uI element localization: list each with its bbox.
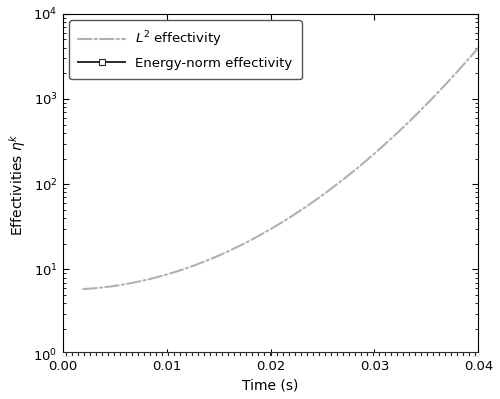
$L^2$ effectivity — [414, 112, 420, 117]
$L^2$ effectivity — [322, 191, 328, 196]
Energy-norm effectivity — [476, 352, 482, 357]
Legend: $L^2$ effectivity, Energy-norm effectivity: $L^2$ effectivity, Energy-norm effectivi… — [69, 20, 302, 79]
$L^2$ effectivity — [316, 196, 322, 200]
Line: $L^2$ effectivity: $L^2$ effectivity — [84, 47, 478, 289]
$L^2$ effectivity — [314, 197, 320, 201]
Energy-norm effectivity — [186, 352, 192, 357]
$L^2$ effectivity — [476, 45, 482, 50]
$L^2$ effectivity — [438, 87, 444, 91]
Energy-norm effectivity — [409, 352, 415, 357]
$L^2$ effectivity — [82, 286, 87, 291]
Y-axis label: Effectivities $\eta^k$: Effectivities $\eta^k$ — [7, 133, 28, 236]
$L^2$ effectivity — [80, 287, 86, 292]
Line: Energy-norm effectivity: Energy-norm effectivity — [60, 352, 482, 358]
Energy-norm effectivity — [60, 352, 66, 357]
Energy-norm effectivity — [168, 352, 174, 357]
X-axis label: Time (s): Time (s) — [242, 378, 298, 392]
Energy-norm effectivity — [288, 352, 294, 357]
Energy-norm effectivity — [415, 352, 421, 357]
Energy-norm effectivity — [156, 352, 162, 357]
